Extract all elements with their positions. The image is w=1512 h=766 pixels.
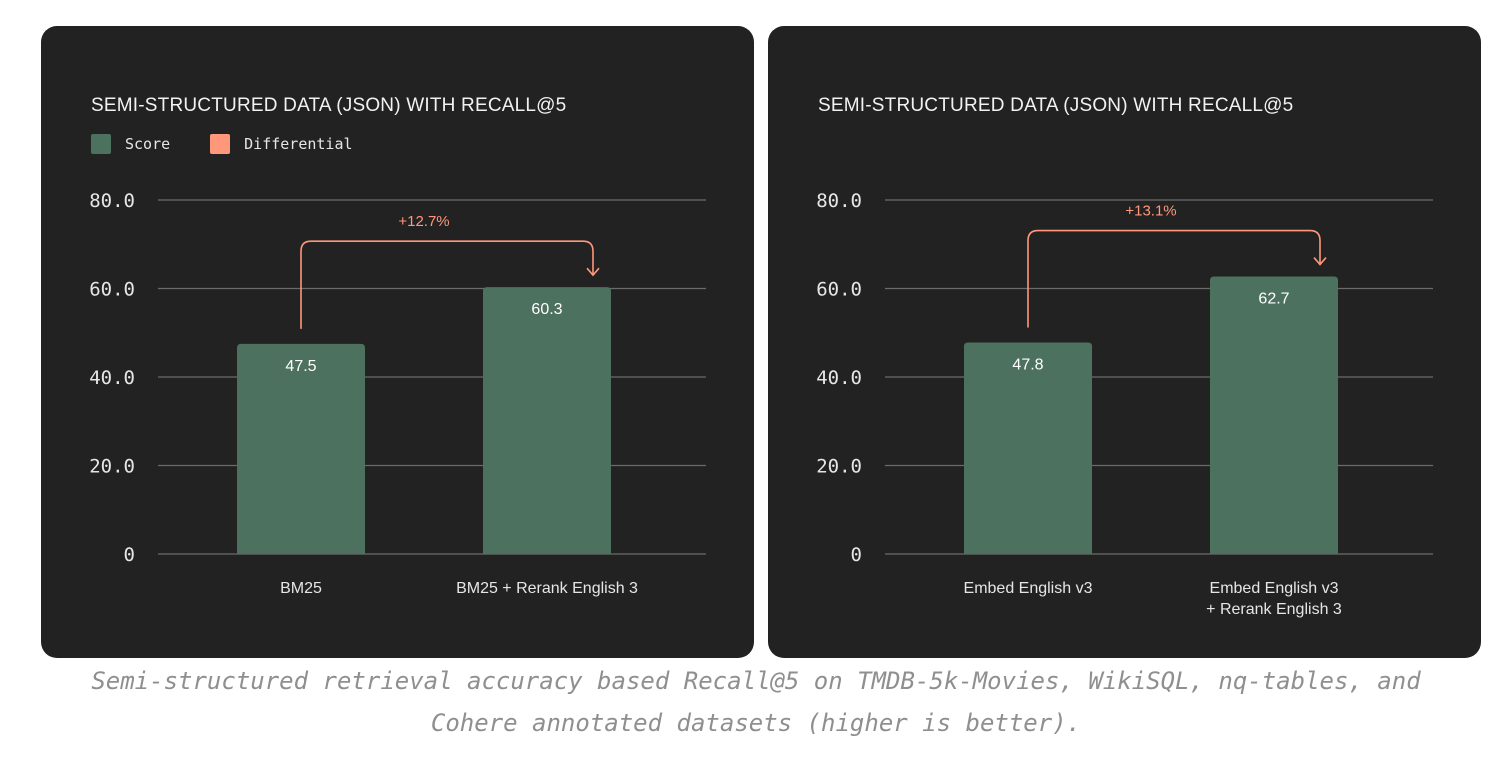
caption-line-2: Cohere annotated datasets (higher is bet…: [430, 709, 1082, 737]
chart-plot-left: 80.0 60.0 40.0 20.0 0 47.5 BM25 60.3 BM25 + Rera…: [89, 190, 706, 597]
y-tick-label: 80.0: [89, 190, 135, 212]
chart-panel-left: SEMI-STRUCTURED DATA (JSON) WITH RECALL@…: [41, 26, 754, 658]
differential-arrowhead: [1313, 257, 1327, 266]
y-tick-label: 80.0: [816, 190, 862, 212]
differential-arrow: [300, 240, 594, 329]
bar: [483, 287, 611, 554]
differential-label: +13.1%: [1125, 203, 1176, 220]
bar: [237, 343, 365, 554]
bar-value-label: 60.3: [531, 301, 562, 318]
y-tick-label: 0: [124, 544, 135, 566]
legend-item-differential: Differential: [210, 134, 353, 154]
bar-value-label: 47.8: [1012, 356, 1043, 373]
differential-arrow: [1027, 229, 1321, 328]
caption-line-1: Semi-structured retrieval accuracy based…: [91, 667, 1421, 695]
legend-swatch-score: [91, 134, 111, 154]
x-tick-label: Embed English v3: [1210, 580, 1339, 597]
y-tick-label: 20.0: [816, 456, 862, 478]
legend-label-differential: Differential: [244, 135, 353, 153]
differential-arrowhead: [586, 267, 600, 277]
y-tick-label: 0: [851, 544, 862, 566]
x-tick-label: Embed English v3: [964, 580, 1093, 597]
bar: [1210, 276, 1338, 554]
legend-swatch-differential: [210, 134, 231, 154]
differential-label: +12.7%: [398, 213, 449, 230]
chart-plot-right: 80.0 60.0 40.0 20.0 0 47.8 Embed English v3 62.…: [816, 190, 1433, 618]
y-tick-label: 60.0: [89, 279, 135, 301]
y-tick-label: 60.0: [816, 279, 862, 301]
chart-title: SEMI-STRUCTURED DATA (JSON) WITH RECALL@…: [91, 95, 567, 116]
bar: [964, 342, 1092, 554]
x-tick-label: BM25: [280, 580, 322, 597]
chart-panel-right: SEMI-STRUCTURED DATA (JSON) WITH RECALL@…: [768, 26, 1481, 658]
legend-item-score: Score: [91, 134, 170, 154]
x-tick-label: + Rerank English 3: [1206, 601, 1342, 618]
chart-title: SEMI-STRUCTURED DATA (JSON) WITH RECALL@…: [818, 95, 1294, 116]
y-tick-label: 20.0: [89, 456, 135, 478]
bar-value-label: 62.7: [1258, 291, 1289, 308]
y-tick-label: 40.0: [816, 367, 862, 389]
bar-value-label: 47.5: [285, 358, 316, 375]
figure-caption: Semi-structured retrieval accuracy based…: [0, 660, 1512, 744]
chart-legend: Score Differential: [91, 134, 393, 154]
y-tick-label: 40.0: [89, 367, 135, 389]
legend-label-score: Score: [125, 135, 171, 153]
x-tick-label: BM25 + Rerank English 3: [456, 580, 638, 597]
